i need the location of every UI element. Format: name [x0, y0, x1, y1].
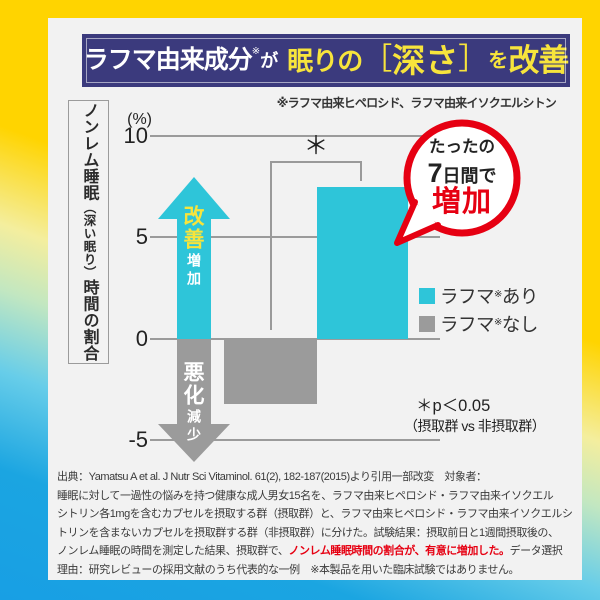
- gridline-5: [150, 236, 440, 238]
- significance-bracket: [270, 161, 362, 330]
- y-axis-title: ノンレム睡眠（深い眠り）時間の割合: [80, 102, 98, 362]
- headline-improve: 改善: [508, 43, 569, 78]
- ad-card: ラフマ由来成分 ※ が眠りの ［ 深さ ］ を改善 ※ラフマ由来ヒペロシド、ラフマ由来イソク…: [48, 18, 582, 580]
- y-axis-title-box: ノンレム睡眠（深い眠り）時間の割合: [68, 100, 109, 364]
- bubble-increase: 増加: [431, 186, 492, 218]
- y-axis-unit: (%): [127, 111, 152, 128]
- bar-rafuma-none: [224, 339, 317, 404]
- arrow-label-increase: 増加: [186, 253, 202, 289]
- legend-label-yes: ラフマ※あり: [440, 286, 538, 307]
- headline-sleep: 眠りの: [287, 45, 363, 76]
- source-line-2: 睡眠に対して一過性の悩みを持つ健康な成人男女15名を、ラフマ由来ヒペロシド・ラフ…: [57, 489, 554, 502]
- significance-asterisk: ＊: [303, 132, 329, 160]
- source-line-3: シトリン各1mgを含むカプセルを摂取する群（摂取群）と、ラフマ由来ヒペロシド・ラ…: [57, 508, 573, 520]
- source-line-1: 出典：Yamatsu A et al. J Nutr Sci Vitaminol…: [57, 471, 487, 483]
- improve-worsen-arrow: [158, 177, 230, 462]
- ingredient-footnote: ※ラフマ由来ヒペロシド、ラフマ由来イソクエルシトン: [276, 96, 557, 110]
- bubble-day-number: 7: [427, 158, 443, 188]
- y-tick-10: 10: [123, 123, 148, 148]
- gridline-0: [150, 338, 440, 340]
- arrow-label-decrease: 減少: [186, 409, 202, 445]
- arrow-label-worsen: 悪化: [181, 361, 204, 407]
- source-highlight-red: ノンレム睡眠時間の割合が、有意に増加した。: [288, 545, 510, 557]
- arrow-up-head: [158, 177, 230, 219]
- legend-item-rafuma-yes: ラフマ※あり: [419, 283, 538, 309]
- source-line-5: ノンレム睡眠の時間を測定した結果、摂取群で、ノンレム睡眠時間の割合が、有意に増加…: [57, 545, 563, 557]
- gridline-minus5: [150, 439, 440, 441]
- p-value-groups: （摂取群 vs 非摂取群）: [404, 418, 546, 434]
- gridline-10: [150, 135, 440, 137]
- p-value-note: ＊p＜0.05: [416, 397, 491, 415]
- headline-ref-mark: ※: [251, 45, 261, 57]
- source-line-4: トリンを含まないカプセルを摂取群する群（非摂取群）に分けた。試験結果：摂取前日と…: [57, 526, 559, 539]
- y-tick-minus5: -5: [128, 427, 148, 452]
- headline-ingredient: ラフマ由来成分: [83, 46, 253, 74]
- legend-swatch-gray: [419, 316, 435, 332]
- bubble-line2: 7日間で: [402, 160, 522, 187]
- headline-particle: が: [260, 50, 279, 71]
- headline-bracket-close: ］: [458, 42, 489, 76]
- speech-bubble: [394, 119, 521, 246]
- y-tick-5: 5: [135, 224, 148, 249]
- arrow-down-head: [158, 424, 230, 462]
- bubble-line1: たったの: [429, 138, 495, 156]
- arrow-label-improve: 改善: [181, 205, 204, 251]
- arrow-shaft-lower: [177, 339, 211, 424]
- headline-bracket-open: ［: [362, 42, 393, 76]
- source-text-block: 出典：Yamatsu A et al. J Nutr Sci Vitaminol…: [57, 468, 575, 579]
- arrow-shaft-upper: [177, 219, 211, 339]
- y-tick-0: 0: [135, 326, 148, 351]
- legend-swatch-cyan: [419, 288, 435, 304]
- headline-banner: ラフマ由来成分 ※ が眠りの ［ 深さ ］ を改善: [82, 34, 570, 87]
- legend-label-no: ラフマ※なし: [440, 314, 538, 335]
- source-line-6: 理由：研究レビューの採用文献のうち代表的な一例 ※本製品を用いた臨床試験ではあり…: [57, 563, 520, 576]
- legend-item-rafuma-no: ラフマ※なし: [419, 311, 538, 337]
- headline-wo: を: [488, 49, 509, 72]
- bar-rafuma-yes: [317, 187, 408, 339]
- headline-depth: 深さ: [392, 42, 459, 79]
- bubble-day-rest: 日間で: [442, 166, 497, 186]
